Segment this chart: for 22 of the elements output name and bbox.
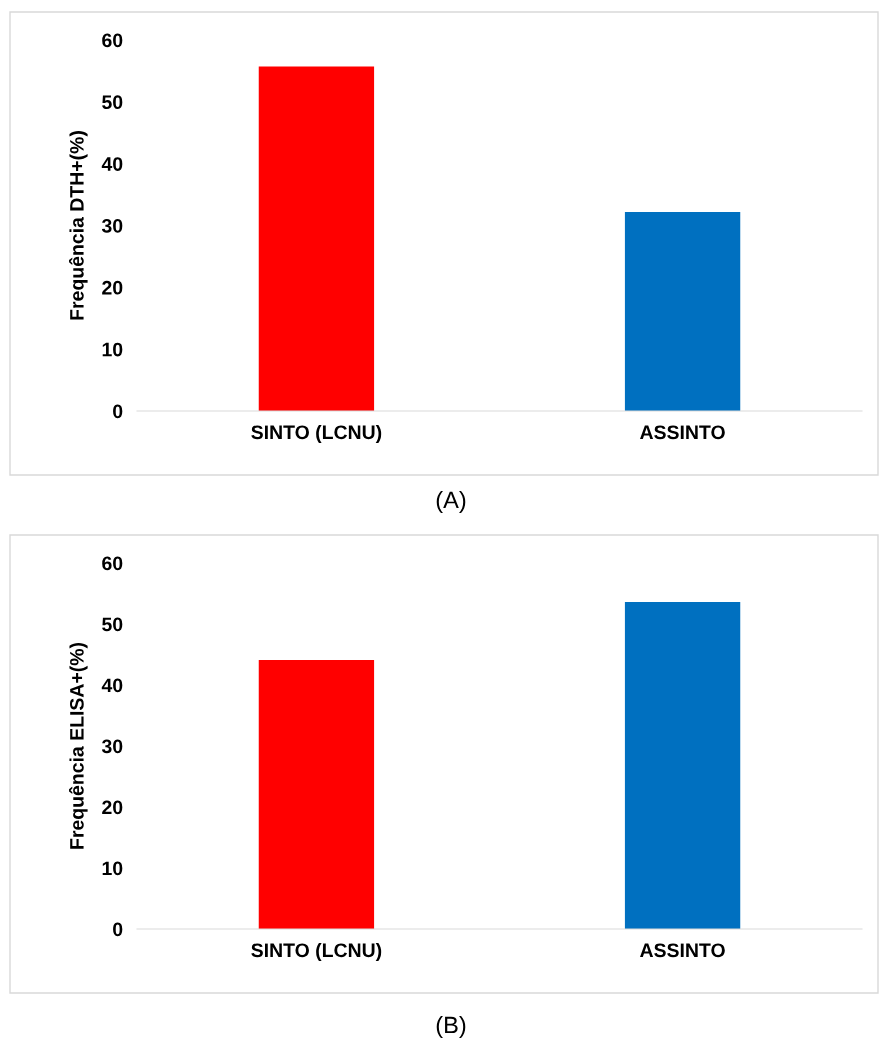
x-tick-label: ASSINTO [640, 943, 725, 958]
y-tick-label: 30 [101, 739, 123, 754]
x-tick-label: SINTO (LCNU) [251, 424, 382, 444]
y-tick-label: 60 [102, 33, 123, 48]
text: (B) [436, 1015, 466, 1038]
y-tick-label: 20 [102, 280, 123, 295]
y-tick-label: 10 [102, 342, 123, 357]
x-tick-label: SINTO (LCNU) [251, 942, 382, 962]
y-tick-label: 40 [101, 678, 123, 693]
y-axis-title: Frequência ELISA+(%) [69, 642, 88, 849]
y-tick-label: 20 [102, 800, 123, 815]
text: (A) [436, 490, 466, 513]
y-axis-title: Frequência DTH+(%) [69, 131, 88, 320]
y-tick-label: 60 [102, 556, 123, 571]
x-tick-label: ASSINTO [640, 425, 725, 440]
y-tick-label: 10 [102, 861, 123, 876]
y-tick-label: 0 [113, 922, 123, 937]
y-tick-label: 40 [101, 157, 123, 171]
y-tick-label: 30 [101, 218, 123, 233]
y-tick-label: 0 [113, 404, 123, 419]
y-tick-label: 50 [102, 617, 123, 632]
y-tick-label: 50 [102, 95, 123, 110]
